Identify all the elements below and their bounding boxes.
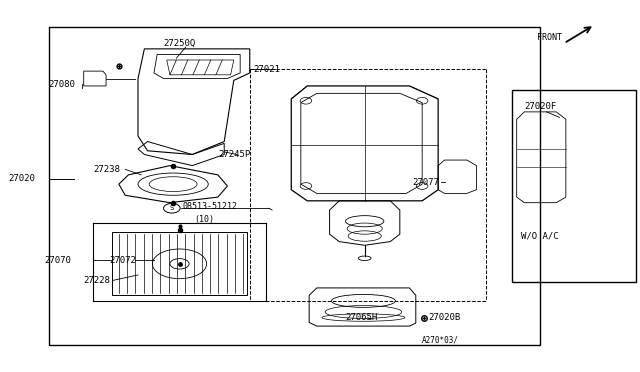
Text: 27238: 27238 (93, 165, 120, 174)
Text: A270*03/: A270*03/ (422, 335, 459, 344)
Text: 27080: 27080 (49, 80, 76, 89)
Text: S: S (170, 205, 174, 211)
Text: 27065H: 27065H (346, 313, 378, 322)
Text: 27020: 27020 (8, 174, 35, 183)
Text: W/O A/C: W/O A/C (521, 231, 559, 241)
Text: 27021: 27021 (253, 65, 280, 74)
Text: 27020B: 27020B (429, 313, 461, 322)
Text: 27020F: 27020F (524, 102, 557, 111)
Text: 27077: 27077 (413, 178, 440, 187)
Text: 27228: 27228 (84, 276, 111, 285)
Text: (10): (10) (194, 215, 214, 224)
Text: 27250Q: 27250Q (164, 39, 196, 48)
Text: 27245P: 27245P (218, 150, 250, 159)
Text: 08513-51212: 08513-51212 (182, 202, 237, 211)
Text: FRONT: FRONT (537, 33, 562, 42)
Text: 27072: 27072 (109, 256, 136, 264)
Text: 27070: 27070 (44, 256, 71, 264)
